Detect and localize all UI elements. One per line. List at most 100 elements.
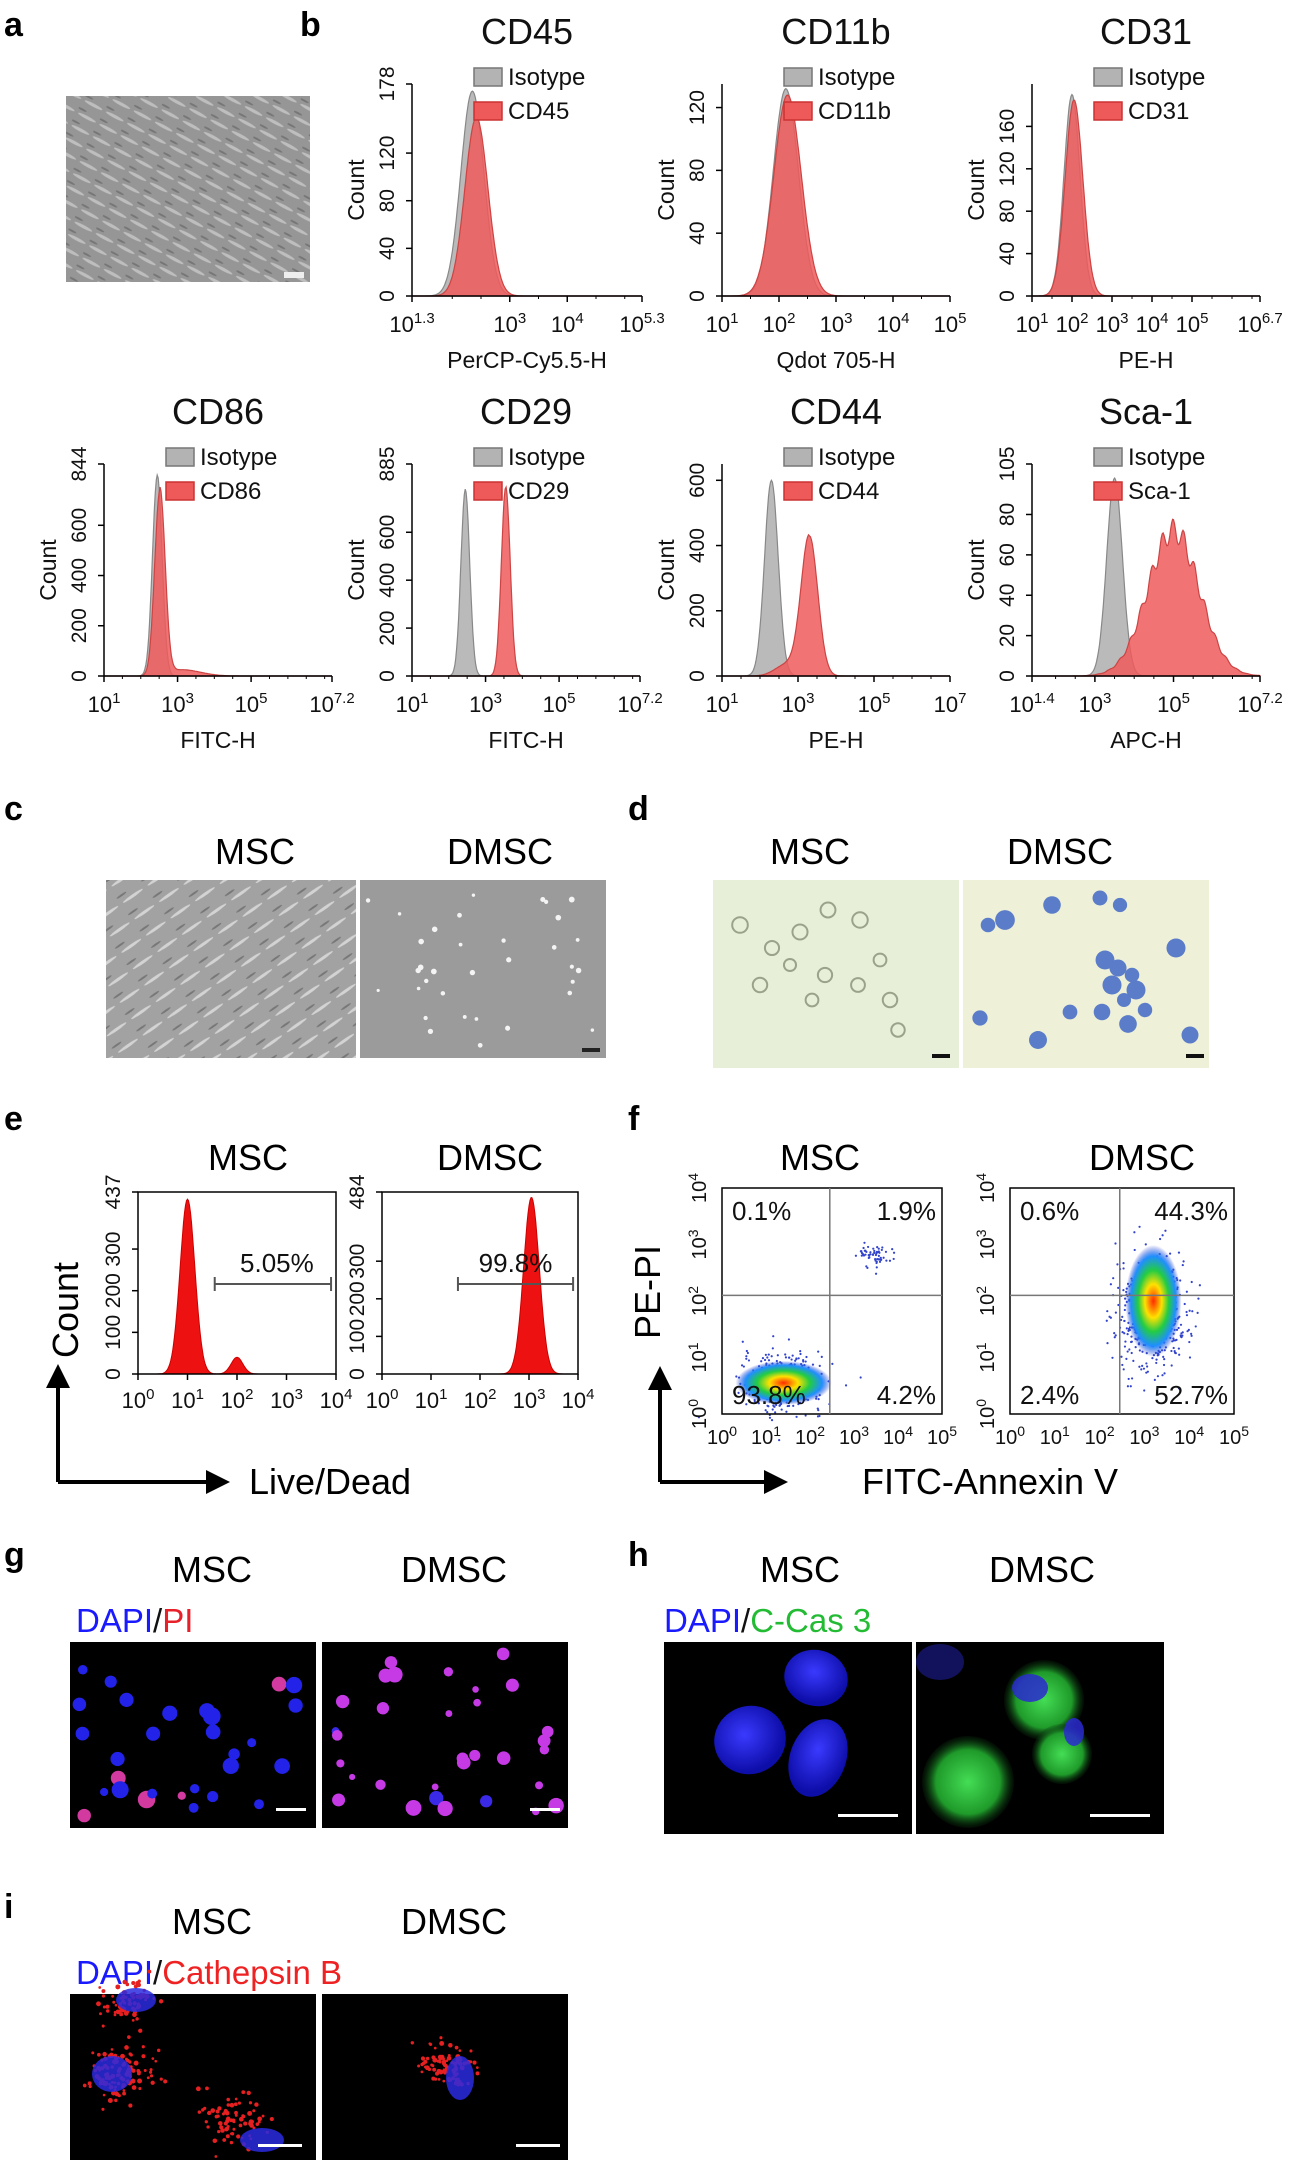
histogram-x-tick-label: 105 bbox=[235, 690, 268, 717]
dotplot-y-tick-label: 104 bbox=[973, 1173, 999, 1203]
dapi-nucleus bbox=[75, 1726, 90, 1741]
histogram-x-tick-label: 101.3 bbox=[389, 310, 434, 337]
tick-base: 10 bbox=[1129, 1427, 1151, 1449]
quadrant-label-ur: 1.9% bbox=[877, 1196, 936, 1226]
cathepsin-b-granule bbox=[204, 2120, 208, 2124]
trypan-blue-cell bbox=[1092, 890, 1108, 906]
tick-exponent: 3 bbox=[973, 1229, 989, 1237]
cathepsin-b-granule bbox=[437, 2059, 441, 2062]
dotplot-event bbox=[741, 1340, 744, 1343]
histogram-title: CD11b bbox=[781, 11, 890, 52]
histogram-xlabel: APC-H bbox=[1110, 727, 1182, 753]
dotplot-event bbox=[1187, 1328, 1190, 1331]
cathepsin-b-granule bbox=[236, 2134, 241, 2139]
legend-label-cd11b: CD11b bbox=[818, 98, 891, 125]
trypan-blue-cell bbox=[995, 910, 1015, 930]
floating-cell bbox=[458, 942, 463, 947]
histogram-title: CD44 bbox=[790, 391, 882, 432]
tick-exponent: 0 bbox=[973, 1399, 989, 1407]
panel-i-cells bbox=[82, 1969, 480, 2158]
floating-cell bbox=[471, 893, 476, 897]
floating-cell bbox=[376, 988, 380, 993]
cathepsin-b-granule bbox=[110, 2048, 114, 2051]
panel-h: MSC DMSC DAPI/C-Cas 3 bbox=[664, 1549, 1164, 1834]
dapi-nucleus bbox=[207, 1724, 219, 1735]
legend-swatch-isotype bbox=[1093, 447, 1123, 467]
cathepsin-b-granule bbox=[214, 2155, 218, 2158]
cathepsin-b-granule bbox=[133, 2060, 139, 2066]
cathepsin-b-granule bbox=[147, 1969, 152, 1974]
panel-c-scale-bar bbox=[582, 1048, 600, 1052]
panel-c-label-msc: MSC bbox=[215, 831, 295, 872]
cathepsin-b-granule bbox=[115, 2009, 121, 2015]
cathepsin-b-granule bbox=[420, 2070, 424, 2074]
histogram-x-tick-label: 105 bbox=[1157, 690, 1190, 717]
dotplot-event bbox=[1133, 1248, 1136, 1252]
trypan-blue-cell bbox=[1166, 938, 1186, 958]
cathepsin-b-granule bbox=[252, 2109, 256, 2113]
dotplot-event bbox=[1177, 1347, 1180, 1350]
cathepsin-b-granule bbox=[242, 2090, 246, 2094]
histogram-x-tick-label: 103 bbox=[1078, 690, 1111, 717]
dotplot-event bbox=[878, 1260, 882, 1263]
tick-base: 10 bbox=[689, 1407, 711, 1429]
cathepsin-b-granule bbox=[131, 2018, 135, 2022]
dotplot-event bbox=[1194, 1325, 1197, 1328]
histogram-ylabel: Count bbox=[343, 159, 369, 221]
dotplot-event bbox=[1177, 1326, 1180, 1330]
cathepsin-b-granule bbox=[111, 1994, 115, 1998]
livedead-x-tick-label: 103 bbox=[513, 1386, 546, 1413]
dapi-nucleus bbox=[146, 1726, 161, 1741]
panel-f-label-dmsc: DMSC bbox=[1089, 1137, 1195, 1178]
dotplot-event bbox=[1126, 1350, 1129, 1353]
dotplot-event bbox=[1155, 1361, 1158, 1365]
legend-swatch-isotype bbox=[165, 447, 195, 467]
tick-exponent: 2 bbox=[1107, 1423, 1115, 1439]
cathepsin-b-granule bbox=[222, 2138, 227, 2142]
cathepsin-b-granule bbox=[124, 2045, 129, 2050]
dotplot-x-tick-label: 100 bbox=[707, 1423, 737, 1449]
dotplot-event bbox=[767, 1353, 770, 1356]
tick-base: 10 bbox=[1078, 692, 1102, 717]
cathepsin-b-granule bbox=[135, 2017, 139, 2021]
cathepsin-b-granule bbox=[206, 2125, 210, 2129]
tick-exponent: 2 bbox=[817, 1423, 825, 1439]
quadrant-label-lr: 4.2% bbox=[877, 1380, 936, 1410]
cathepsin-b-granule bbox=[138, 2087, 142, 2091]
tick-exponent: 7.2 bbox=[1262, 690, 1283, 707]
histogram-x-tick-label: 107.2 bbox=[1237, 690, 1282, 717]
cathepsin-b-granule bbox=[201, 2108, 205, 2112]
panel-d-dmsc-image bbox=[963, 880, 1209, 1068]
cathepsin-b-granule bbox=[257, 2116, 262, 2122]
dotplot-event bbox=[760, 1360, 763, 1363]
dotplot-event bbox=[1172, 1346, 1175, 1350]
tick-base: 10 bbox=[977, 1294, 999, 1316]
dotplot-event bbox=[818, 1364, 821, 1368]
dotplot-event bbox=[764, 1409, 767, 1412]
dapi-nucleus bbox=[202, 1707, 221, 1726]
dotplot-event bbox=[761, 1357, 765, 1360]
cathepsin-b-granule bbox=[425, 2056, 430, 2061]
cathepsin-b-granule bbox=[163, 2079, 168, 2084]
tick-base: 10 bbox=[977, 1350, 999, 1372]
floating-cell bbox=[457, 912, 462, 918]
panel-d-dmsc-scale-bar bbox=[1186, 1054, 1204, 1058]
dotplot-event bbox=[1145, 1362, 1148, 1365]
histogram-x-tick-label: 101 bbox=[706, 310, 739, 337]
histogram-title: Sca-1 bbox=[1099, 391, 1193, 432]
dotplot-event bbox=[746, 1351, 749, 1355]
dotplot-event bbox=[1178, 1353, 1181, 1356]
dotplot-event bbox=[771, 1408, 774, 1411]
tick-base: 10 bbox=[877, 312, 901, 337]
histogram-y-tick-label: 600 bbox=[376, 515, 399, 550]
panel-g-stain-sep: / bbox=[153, 1602, 163, 1639]
dotplot-event bbox=[804, 1360, 807, 1363]
histogram-y-tick-label: 105 bbox=[996, 446, 1019, 481]
cathepsin-b-granule bbox=[223, 2121, 228, 2126]
dotplot-event bbox=[1196, 1311, 1199, 1314]
dotplot-event bbox=[1153, 1378, 1156, 1381]
tick-exponent: 4 bbox=[586, 1386, 594, 1403]
dotplot-x-tick-label: 102 bbox=[1085, 1423, 1115, 1449]
dotplot-event bbox=[865, 1265, 868, 1268]
floating-cell bbox=[567, 990, 573, 996]
